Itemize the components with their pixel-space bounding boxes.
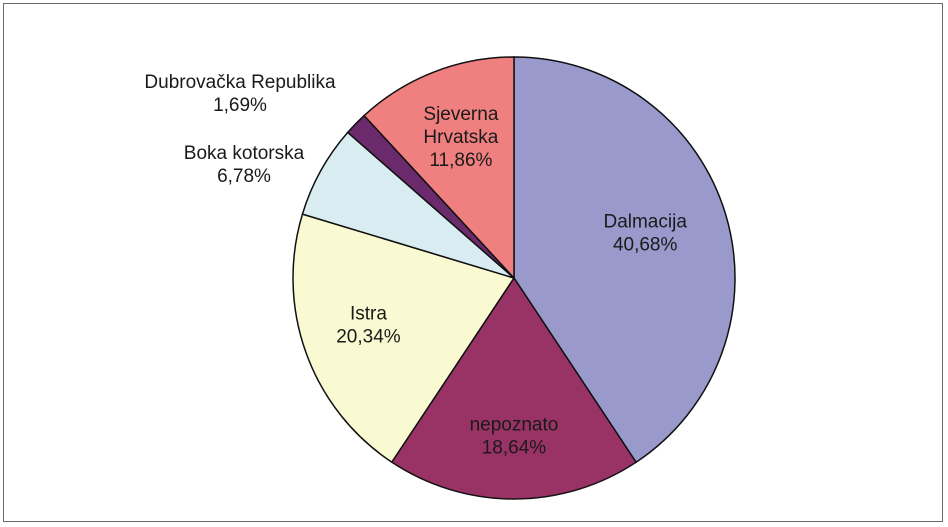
slice-label-istra: Istra 20,34% bbox=[336, 303, 401, 347]
slice-label-sjeverna-hrvatska: Sjeverna Hrvatska 11,86% bbox=[423, 104, 498, 171]
slice-label-boka-kotorska: Boka kotorska 6,78% bbox=[184, 143, 305, 187]
pie-slice-nepoznato bbox=[390, 276, 638, 500]
slice-label-nepoznato: nepoznato 18,64% bbox=[470, 415, 559, 459]
pie-labels: Dalmacija 40,68% nepoznato 18,64% Istra 20,34… bbox=[144, 72, 687, 459]
slice-label-dalmacija: Dalmacija 40,68% bbox=[603, 211, 687, 255]
pie-slice-istra bbox=[292, 213, 516, 464]
pie-slices bbox=[292, 56, 736, 500]
slice-label-dubrovačka-republika: Dubrovačka Republika 1,69% bbox=[144, 72, 336, 116]
pie-slice-sjeverna-hrvatska bbox=[363, 56, 515, 280]
